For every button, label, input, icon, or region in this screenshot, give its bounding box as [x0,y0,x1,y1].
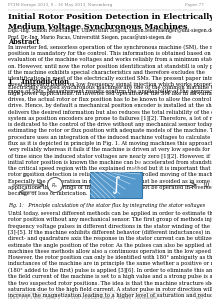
Text: Abstract: Abstract [8,38,39,46]
Text: PCIM Europe 2013, 9 – 16 May 2013, Nuremberg: PCIM Europe 2013, 9 – 16 May 2013, Nurem… [8,3,112,7]
Text: 1    Introduction: 1 Introduction [8,78,69,86]
Text: Paper 77: Paper 77 [185,3,204,7]
Text: Dipl.-Ing. Simon Feuersänger, Universität Siegen, simon.feuersaenger@uni-siegen.: Dipl.-Ing. Simon Feuersänger, Universitä… [8,27,212,40]
Text: In inverter fed, sensorless operation of the synchronous machine (SM), the rotor: In inverter fed, sensorless operation of… [8,44,212,94]
Text: ISBN 978-3-8007-3432-2    © VDE VERLAG GmbH · Berlin · Offenbach: ISBN 978-3-8007-3432-2 © VDE VERLAG GmbH… [8,296,157,300]
Circle shape [47,178,63,193]
Text: Initial Rotor Position Detection in Electrically Excited
Medium Voltage Synchron: Initial Rotor Position Detection in Elec… [8,13,212,31]
Text: Until today, several different methods can be applied in order to estimate the i: Until today, several different methods c… [8,211,212,300]
Text: $\int$: $\int$ [111,175,121,196]
Text: $i_s$: $i_s$ [23,190,29,200]
Text: Electrically excited synchronous machines are one of the common machine types us: Electrically excited synchronous machine… [8,85,212,196]
Text: $R_s$: $R_s$ [52,181,59,190]
Text: Fig. 1:   Principle calculation of the stator flux by integrating the stator vol: Fig. 1: Principle calculation of the sta… [8,203,205,208]
Text: $\Psi$: $\Psi$ [203,181,210,190]
Text: 600: 600 [196,296,204,300]
Text: $U_s$: $U_s$ [22,172,30,180]
FancyBboxPatch shape [90,172,142,198]
